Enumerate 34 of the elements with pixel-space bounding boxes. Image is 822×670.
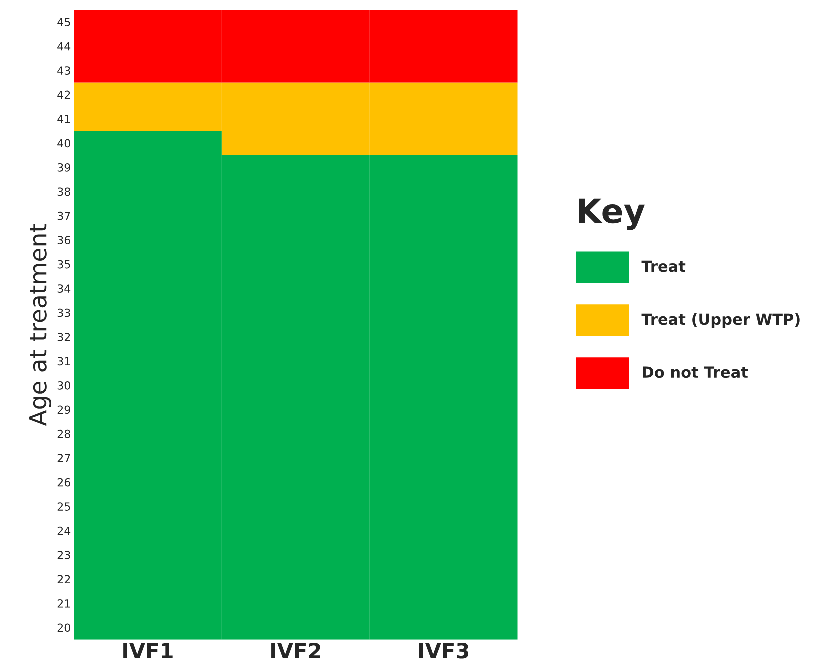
y-tick-label: 43: [58, 66, 70, 75]
y-tick-label: 34: [58, 284, 71, 293]
y-tick-label: 32: [58, 333, 70, 342]
y-tick-label: 28: [58, 430, 70, 438]
legend-title: Key: [579, 198, 645, 230]
y-tick-label: 24: [58, 526, 71, 536]
x-tick-label: IVF1: [124, 643, 173, 658]
legend-label: Treat: [642, 260, 686, 272]
y-tick-label: 35: [58, 260, 70, 269]
legend-label: Do not Treat: [643, 366, 748, 378]
y-tick-label: 30: [58, 381, 70, 390]
y-tick-label: 31: [58, 357, 70, 366]
y-tick-label: 20: [58, 624, 70, 632]
x-tick-label: IVF3: [419, 642, 469, 659]
y-tick-label: 44: [58, 42, 71, 51]
x-tick-label: IVF2: [272, 642, 320, 658]
y-tick-label: 23: [58, 551, 70, 560]
y-tick-label: 36: [58, 236, 70, 245]
y-tick-label: 33: [58, 308, 70, 318]
y-tick-label: 21: [58, 599, 70, 608]
y-tick-label: 27: [58, 454, 70, 462]
y-tick-label: 29: [58, 406, 70, 414]
legend-label: Treat (Upper WTP): [642, 313, 800, 328]
y-tick-label: 45: [58, 18, 70, 27]
y-tick-label: 42: [58, 90, 70, 100]
y-tick-label: 25: [58, 502, 70, 511]
y-tick-label: 22: [58, 575, 70, 584]
y-tick-label: 26: [58, 478, 70, 487]
y-tick-label: 40: [58, 139, 70, 148]
y-tick-label: 41: [58, 115, 70, 124]
y-tick-label: 38: [58, 188, 70, 196]
y-tick-label: 39: [58, 163, 70, 172]
y-axis-title: Age at treatment: [29, 224, 52, 426]
y-tick-label: 37: [58, 212, 70, 220]
